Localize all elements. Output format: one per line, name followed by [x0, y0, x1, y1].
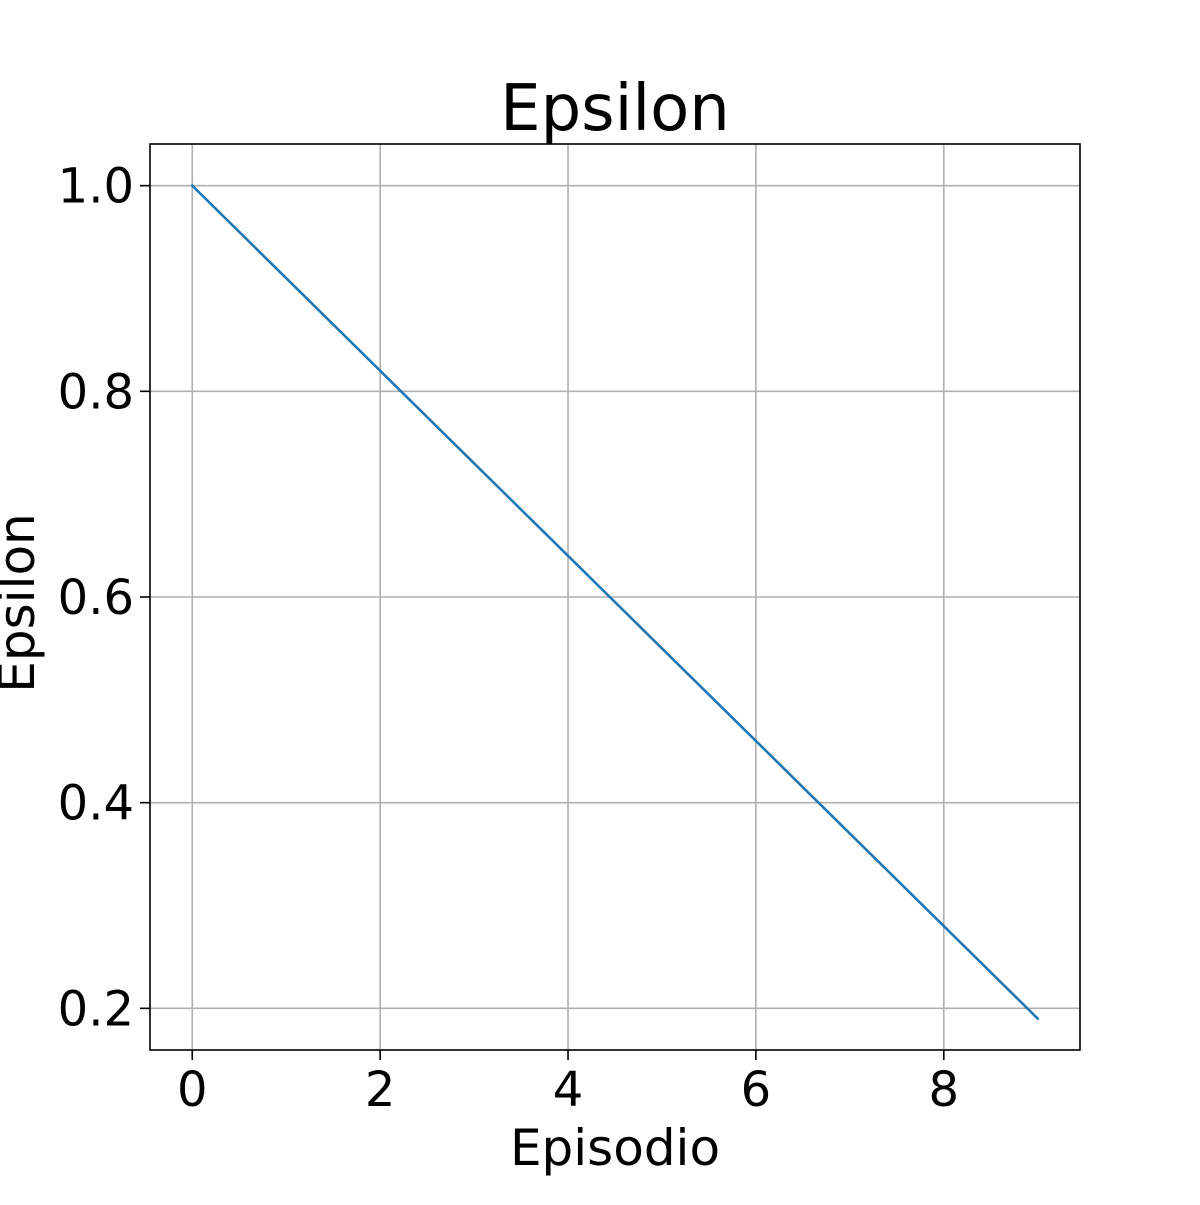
tick-layer: 0 2 4 6 8 0.2 0.4 0.6 0.8 1.0: [58, 159, 959, 1118]
y-tick-label: 0.4: [58, 776, 134, 832]
x-tick-label: 4: [553, 1062, 584, 1118]
x-tick-label: 0: [177, 1062, 208, 1118]
y-tick-label: 0.8: [58, 364, 134, 420]
x-tick-label: 6: [741, 1062, 772, 1118]
y-axis-label: Epsilon: [0, 513, 46, 692]
y-tick-label: 0.6: [58, 570, 134, 626]
y-tick-label: 1.0: [58, 159, 134, 215]
grid-layer: [150, 144, 1080, 1050]
series-line: [190, 183, 1040, 1021]
x-axis-label: Episodio: [510, 1119, 720, 1177]
series-layer: [190, 183, 1040, 1021]
x-tick-label: 2: [365, 1062, 396, 1118]
x-tick-label: 8: [929, 1062, 960, 1118]
y-tick-label: 0.2: [58, 981, 134, 1037]
chart-title: Epsilon: [500, 72, 730, 146]
